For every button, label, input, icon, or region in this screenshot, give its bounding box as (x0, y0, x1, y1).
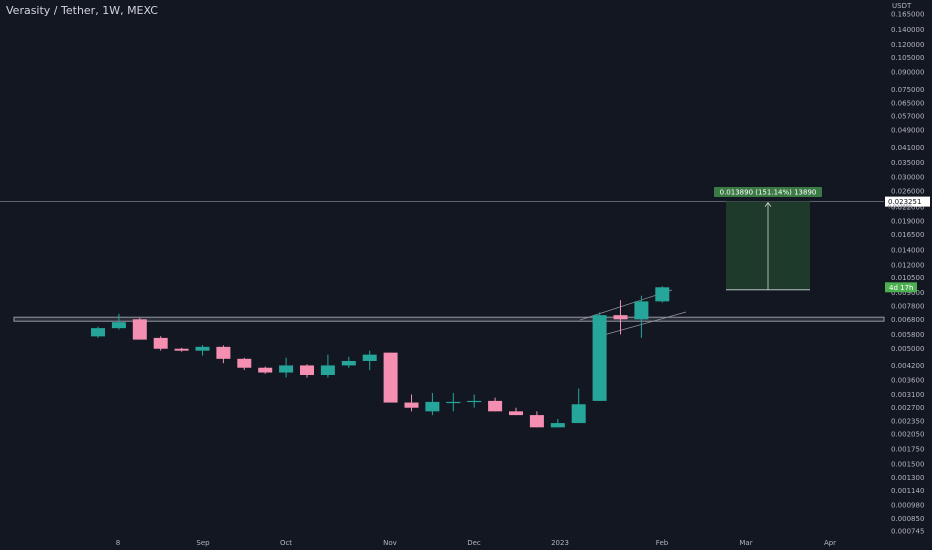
price-tick-label: 0.012000 (891, 261, 924, 269)
candle-body (362, 354, 377, 361)
candle-body (174, 348, 189, 351)
candle-body (153, 337, 168, 349)
resistance-zone (13, 316, 885, 322)
time-tick-label: 2023 (551, 539, 569, 547)
price-tick-label: 0.005800 (891, 331, 924, 339)
behind-price-label: 0.022000 (888, 205, 912, 211)
position-label-bg (714, 187, 822, 197)
price-tick-label: 0.120000 (891, 41, 924, 49)
candle-body (488, 400, 503, 412)
candle-body (195, 346, 210, 351)
price-tick-label: 0.016500 (891, 231, 924, 239)
position-label: 0.013890 (151.14%) 13890 (720, 189, 817, 197)
price-tick-label: 0.041000 (891, 144, 924, 152)
price-tick-label: 0.057000 (891, 112, 924, 120)
time-tick-label: Oct (280, 539, 292, 547)
candle-body (383, 352, 398, 403)
candle-body (529, 415, 544, 428)
price-tick-label: 0.006800 (891, 316, 924, 324)
candle-body (300, 365, 314, 376)
countdown-label: 4d 17h (889, 284, 913, 292)
price-tick-label: 0.003100 (891, 391, 924, 399)
candle-body (341, 360, 356, 366)
candle-body (446, 401, 461, 404)
time-tick-label: Sep (196, 539, 210, 547)
price-tick-label: 0.002350 (891, 418, 924, 426)
candle-body (571, 404, 586, 424)
time-tick-label: Apr (824, 539, 836, 547)
price-tick-label: 0.002050 (891, 431, 924, 439)
price-tick-label: 0.005000 (891, 345, 924, 353)
price-tick-label: 0.035000 (891, 159, 924, 167)
time-tick-label: Dec (467, 539, 481, 547)
candle-body (111, 322, 126, 329)
price-tick-label: 0.014000 (891, 247, 924, 255)
chart-title: Verasity / Tether, 1W, MEXC (6, 4, 158, 17)
price-tick-label: 0.049000 (891, 127, 924, 135)
candle-body (550, 423, 565, 428)
channel-lower-line (599, 311, 687, 337)
candle-body (216, 346, 231, 359)
candle-body (425, 401, 440, 412)
price-tick-label: 0.003600 (891, 377, 924, 385)
price-tick-label: 0.019000 (891, 217, 924, 225)
candle-body (91, 328, 105, 337)
candle-body (279, 365, 294, 373)
candle-body (509, 411, 523, 416)
time-tick-label: Feb (656, 539, 669, 547)
position-arrow-head (764, 201, 772, 207)
candle-body (237, 358, 252, 368)
time-tick-label: Mar (739, 539, 752, 547)
price-tick-label: 0.009000 (891, 289, 924, 297)
price-tick-label: 0.026000 (891, 187, 924, 195)
price-tick-label: 0.165000 (891, 11, 924, 19)
candle-body (655, 287, 670, 302)
price-tick-label: 0.065000 (891, 100, 924, 108)
price-tick-label: 0.075000 (891, 86, 924, 94)
price-tick-label: 0.105000 (891, 54, 924, 62)
current-price-label-bg (885, 196, 930, 207)
price-tick-label: 0.140000 (891, 26, 924, 34)
candle-body (132, 319, 147, 340)
price-tick-label: 0.001300 (891, 474, 924, 482)
price-tick-label: 0.001500 (891, 461, 924, 469)
current-price-label: 0.023251 (888, 198, 921, 206)
candle-body (467, 400, 482, 403)
candle-body (613, 315, 628, 320)
price-tick-label: 0.030000 (891, 174, 924, 182)
price-tick-label: 0.010500 (891, 274, 924, 282)
candle-body (320, 365, 335, 376)
price-tick-label: 0.090000 (891, 69, 924, 77)
time-tick-label: 8 (116, 539, 120, 547)
price-tick-label: 0.000850 (891, 515, 924, 523)
price-tick-label: 0.007800 (891, 303, 924, 311)
price-tick-label: 0.001140 (891, 487, 924, 495)
price-tick-label: 0.000745 (891, 528, 924, 536)
countdown-label-bg (885, 282, 917, 293)
price-tick-label: 0.022000 (891, 203, 924, 211)
price-tick-label: 0.000980 (891, 501, 924, 509)
price-tick-label: 0.004200 (891, 362, 924, 370)
price-tick-label: 0.001750 (891, 446, 924, 454)
candle-body (404, 402, 419, 408)
candle-body (592, 315, 607, 401)
time-tick-label: Nov (383, 539, 397, 547)
price-axis-currency: USDT (892, 2, 912, 10)
candle-body (258, 367, 273, 373)
price-tick-label: 0.002700 (891, 404, 924, 412)
candle-body (634, 301, 649, 320)
